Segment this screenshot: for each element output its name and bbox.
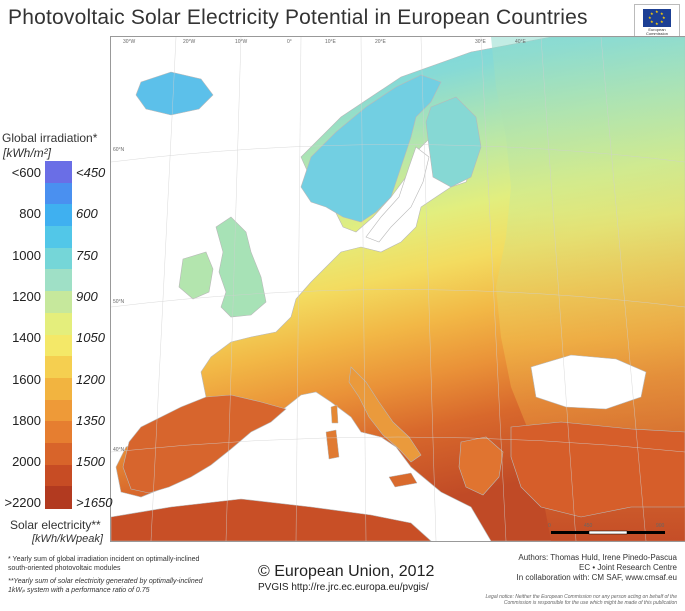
legend-irradiation-label: <600: [11, 165, 41, 180]
legend-irradiation-label: 1800: [12, 412, 41, 428]
north-africa: [111, 498, 432, 541]
legend-color-swatch: [45, 182, 72, 205]
finland-region: [425, 96, 482, 188]
black-sea: [530, 354, 647, 410]
legend-color-swatch: [45, 377, 72, 401]
graticule-lines: [111, 37, 685, 541]
legend-color-swatch: [45, 226, 72, 249]
europe-irradiation-map: 30°W 20°W 10°W 0° 10°E 20°E 30°E 40°E 60…: [110, 36, 685, 542]
legend-color-swatch: [45, 247, 72, 270]
legend-color-swatch: [45, 486, 72, 509]
legend-electricity-title: Solar electricity**: [10, 518, 101, 532]
great-britain: [215, 216, 267, 318]
graticule-label: 20°W: [183, 39, 196, 45]
graticule-label: 30°E: [475, 39, 486, 45]
legend-color-swatch: [45, 464, 72, 487]
legend-electricity-label: <450: [76, 165, 106, 180]
logo-text-line2: Commission: [645, 31, 668, 36]
legend-electricity-label: 1500: [76, 454, 105, 470]
legend-color-swatch: [45, 334, 72, 357]
legend-color-swatch: [45, 204, 72, 227]
graticule-label: 0°: [287, 39, 292, 45]
copyright-text: © European Union, 2012: [258, 563, 435, 580]
legend-electricity-label: 1200: [76, 371, 105, 387]
anatolia-region: [510, 421, 685, 518]
legal-notice-line1: Legal notice: Neither the European Commi…: [485, 594, 677, 600]
scale-bar: [551, 530, 665, 535]
scale-label: 900: [656, 523, 665, 529]
scandinavian-peninsula: [300, 74, 442, 223]
legend-color-swatch: [45, 161, 72, 184]
graticule-label: 10°E: [325, 39, 336, 45]
ireland: [178, 251, 214, 300]
legend-electricity-unit: [kWh/kWpeak]: [32, 533, 103, 545]
corsica: [330, 404, 339, 424]
legend-irradiation-label: 1000: [12, 247, 41, 263]
footnote-2-line2: 1kWₚ system with a performance ratio of …: [8, 587, 150, 594]
greece-region: [458, 436, 504, 496]
institution-line: EC • Joint Research Centre: [579, 563, 677, 572]
baltic-sea: [365, 146, 430, 243]
graticule-label: 50°N: [113, 299, 125, 305]
legend-electricity-label: 600: [76, 206, 98, 222]
footnote-1-line1: * Yearly sum of global irradiation incid…: [8, 556, 200, 563]
authors-block: Authors: Thomas Huld, Irene Pinedo-Pascu…: [516, 553, 677, 583]
legend-irradiation-label: 2000: [12, 454, 41, 470]
pvgis-link[interactable]: PVGIS http://re.jrc.ec.europa.eu/pvgis/: [258, 582, 429, 593]
legal-notice: Legal notice: Neither the European Commi…: [485, 594, 677, 606]
graticule-label: 60°N: [113, 147, 125, 153]
legend-electricity-label: 750: [76, 247, 98, 263]
scale-label: 0: [548, 523, 551, 529]
legend-color-swatch: [45, 312, 72, 335]
legend-color-swatch: [45, 421, 72, 444]
graticule-label: 30°W: [123, 39, 136, 45]
legend-irradiation-label: 1400: [12, 330, 41, 346]
map-canvas: [111, 37, 685, 541]
legend-irradiation-label: >2200: [4, 495, 41, 511]
legend-color-swatch: [45, 269, 72, 292]
logo-text-line1: European: [648, 27, 666, 32]
legend-color-swatch: [45, 442, 72, 466]
italian-peninsula: [348, 366, 422, 463]
graticule-label: 10°W: [235, 39, 248, 45]
graticule-label: 40°N: [113, 447, 125, 453]
eu-flag-icon: ★ ★ ★ ★ ★ ★ ★ ★: [643, 9, 671, 27]
legend-irradiation-label: 1600: [12, 371, 41, 387]
graticule-label: 40°E: [515, 39, 526, 45]
sardinia: [325, 429, 340, 460]
scale-label: 450: [584, 523, 593, 529]
legend-irradiation-label: 1200: [12, 288, 41, 304]
legend-color-swatch: [45, 399, 72, 422]
graticule-label: 20°E: [375, 39, 386, 45]
sicily: [388, 472, 418, 488]
legal-notice-line2: Commission is responsible for the use wh…: [503, 600, 677, 606]
legend-electricity-label: 1350: [76, 412, 105, 428]
legend-color-swatch: [45, 291, 72, 314]
iceland: [135, 71, 214, 116]
legend-color-swatch: [45, 356, 72, 379]
legend-electricity-label: >1650: [76, 495, 113, 511]
collaboration-line: In collaboration with: CM SAF, www.cmsaf…: [516, 573, 677, 582]
legend-color-bar: [45, 161, 72, 509]
legend-electricity-label: 1050: [76, 330, 105, 346]
european-commission-logo: ★ ★ ★ ★ ★ ★ ★ ★ European Commission: [634, 4, 680, 40]
authors-line: Authors: Thomas Huld, Irene Pinedo-Pascu…: [518, 553, 677, 562]
legend-irradiation-unit: [kWh/m²]: [3, 146, 51, 160]
legend-irradiation-label: 800: [19, 206, 41, 222]
map-title: Photovoltaic Solar Electricity Potential…: [8, 6, 588, 29]
footnote-2-line1: **Yearly sum of solar electricity genera…: [8, 578, 203, 585]
eastern-region: [491, 37, 685, 541]
legend-irradiation-title: Global irradiation*: [2, 131, 98, 145]
footnote-1-line2: south-oriented photovoltaic modules: [8, 565, 121, 572]
legend-electricity-label: 900: [76, 288, 98, 304]
